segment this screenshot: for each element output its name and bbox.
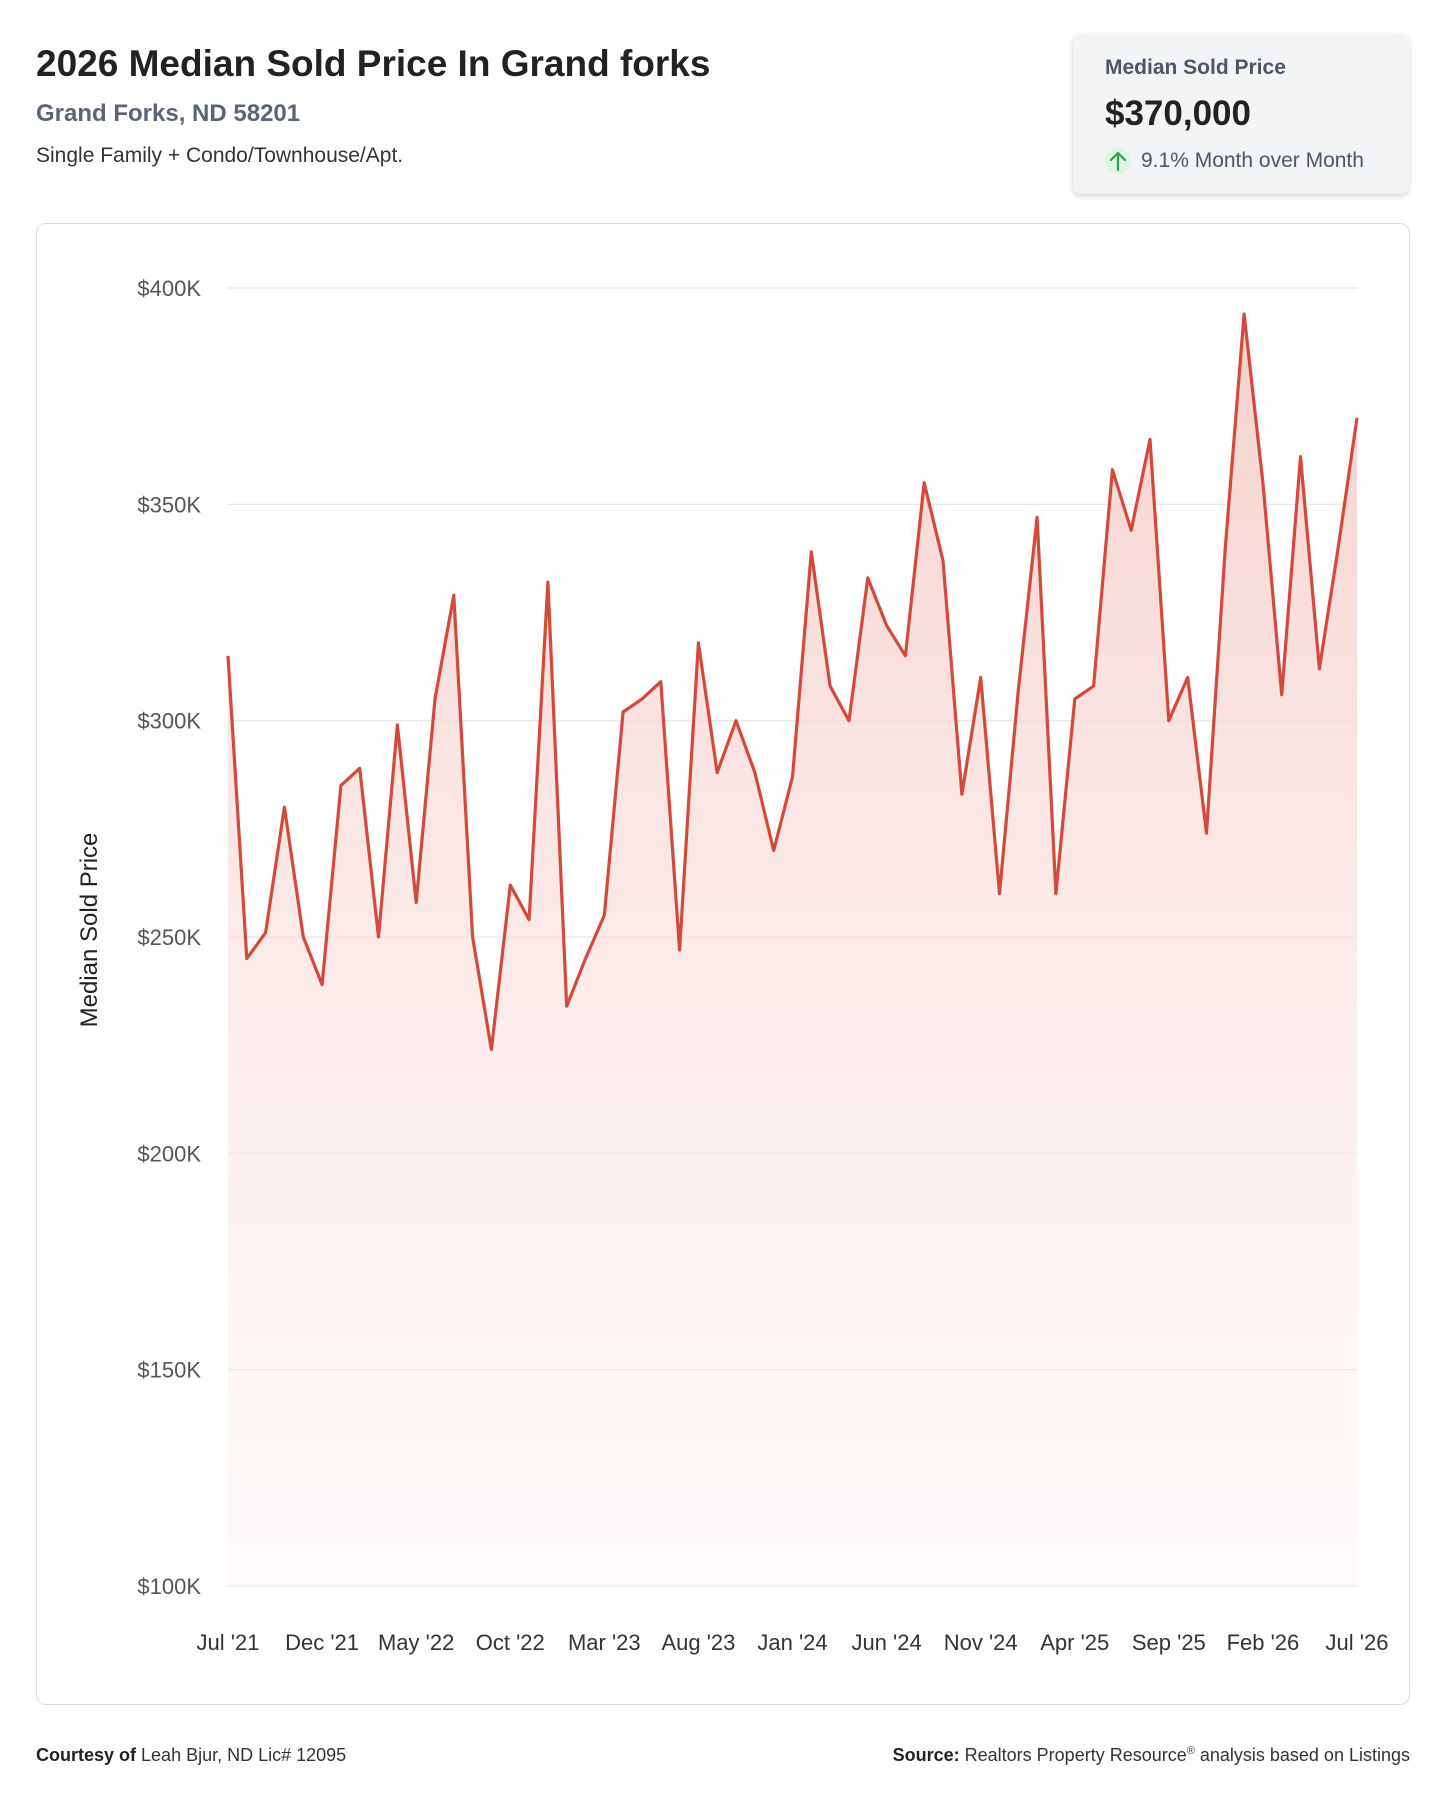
source-footer: Source: Realtors Property Resource® anal…: [893, 1745, 1410, 1766]
y-tick-label: $250K: [137, 925, 201, 950]
x-tick-label: Mar '23: [568, 1630, 641, 1655]
y-axis-label: Median Sold Price: [76, 833, 103, 1028]
chart-card: $100K $150K $200K $250K $300K $350K $400K Jul …: [36, 223, 1410, 1705]
median-price-stat-card: Median Sold Price $370,000 9.1% Month ov…: [1073, 34, 1409, 194]
courtesy-label: Courtesy of: [36, 1745, 137, 1765]
x-tick-label: Sep '25: [1132, 1630, 1206, 1655]
line-layer: [226, 312, 1359, 1052]
y-axis-ticks: $100K $150K $200K $250K $300K $350K $400K: [137, 276, 201, 1599]
y-tick-label: $100K: [137, 1574, 201, 1599]
courtesy-footer: Courtesy of Leah Bjur, ND Lic# 12095: [36, 1745, 346, 1766]
y-tick-label: $200K: [137, 1141, 201, 1166]
registered-mark: ®: [1186, 1745, 1195, 1757]
courtesy-text: Leah Bjur, ND Lic# 12095: [141, 1745, 347, 1765]
x-tick-label: Nov '24: [944, 1630, 1018, 1655]
x-tick-label: Jul '21: [197, 1630, 260, 1655]
area-fill-layer: [228, 314, 1357, 1586]
x-tick-label: Jan '24: [757, 1630, 827, 1655]
median-price-chart: $100K $150K $200K $250K $300K $350K $400K Jul …: [76, 276, 1389, 1655]
page-title: 2026 Median Sold Price In Grand forks: [36, 43, 711, 84]
x-axis-ticks: Jul '21 Dec '21 May '22 Oct '22 Mar '23 Aug '…: [197, 1630, 1389, 1655]
source-text-1: Realtors Property Resource: [964, 1745, 1187, 1765]
x-tick-label: Dec '21: [285, 1630, 359, 1655]
x-tick-label: Aug '23: [661, 1630, 735, 1655]
source-text-2: analysis based on Listings: [1199, 1745, 1410, 1765]
x-tick-label: May '22: [378, 1630, 454, 1655]
y-tick-label: $400K: [137, 276, 201, 301]
stat-change-text: 9.1% Month over Month: [1141, 149, 1364, 172]
x-tick-label: Jun '24: [851, 1630, 921, 1655]
page-header: 2026 Median Sold Price In Grand forks Gr…: [36, 40, 1016, 168]
up-arrow-icon: [1105, 148, 1131, 174]
area-fill: [228, 314, 1357, 1586]
property-type-description: Single Family + Condo/Townhouse/Apt.: [36, 144, 404, 167]
median-price-series-line: [226, 312, 1359, 1052]
stat-change: 9.1% Month over Month: [1105, 148, 1409, 174]
location-subtitle: Grand Forks, ND 58201: [36, 100, 301, 127]
stat-value: $370,000: [1105, 94, 1251, 133]
x-tick-label: Oct '22: [476, 1630, 545, 1655]
x-tick-label: Apr '25: [1040, 1630, 1109, 1655]
x-tick-label: Jul '26: [1326, 1630, 1389, 1655]
y-tick-label: $350K: [137, 492, 201, 517]
x-tick-label: Feb '26: [1227, 1630, 1300, 1655]
y-tick-label: $300K: [137, 709, 201, 734]
source-label: Source:: [892, 1745, 960, 1765]
y-tick-label: $150K: [137, 1358, 201, 1383]
stat-label: Median Sold Price: [1105, 56, 1286, 79]
